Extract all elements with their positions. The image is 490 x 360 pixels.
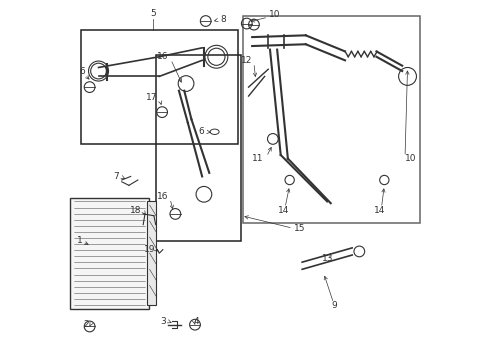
Text: 7: 7 — [114, 172, 119, 181]
Text: 3: 3 — [161, 316, 167, 325]
Text: 16: 16 — [157, 52, 168, 61]
Text: 11: 11 — [252, 154, 264, 163]
Text: 19: 19 — [144, 245, 155, 254]
Bar — [70, 198, 148, 309]
Bar — [147, 202, 156, 305]
Bar — [156, 55, 242, 241]
Text: 16: 16 — [157, 192, 168, 201]
Text: 12: 12 — [241, 56, 252, 65]
Text: 10: 10 — [270, 10, 281, 19]
Bar — [243, 16, 420, 223]
Text: 5: 5 — [150, 9, 156, 18]
Text: 2: 2 — [83, 320, 89, 329]
Text: 13: 13 — [322, 254, 334, 263]
Text: 9: 9 — [331, 301, 337, 310]
Text: 17: 17 — [147, 93, 158, 102]
Text: 14: 14 — [374, 206, 386, 215]
Text: 15: 15 — [294, 224, 306, 233]
Text: 14: 14 — [278, 206, 289, 215]
Text: 8: 8 — [220, 15, 226, 24]
Text: 6: 6 — [79, 67, 85, 76]
Text: 10: 10 — [405, 154, 416, 163]
Text: 4: 4 — [193, 316, 199, 325]
Text: 18: 18 — [130, 206, 142, 215]
Text: 1: 1 — [77, 236, 83, 245]
Text: 6: 6 — [198, 127, 204, 136]
Bar — [81, 30, 238, 144]
